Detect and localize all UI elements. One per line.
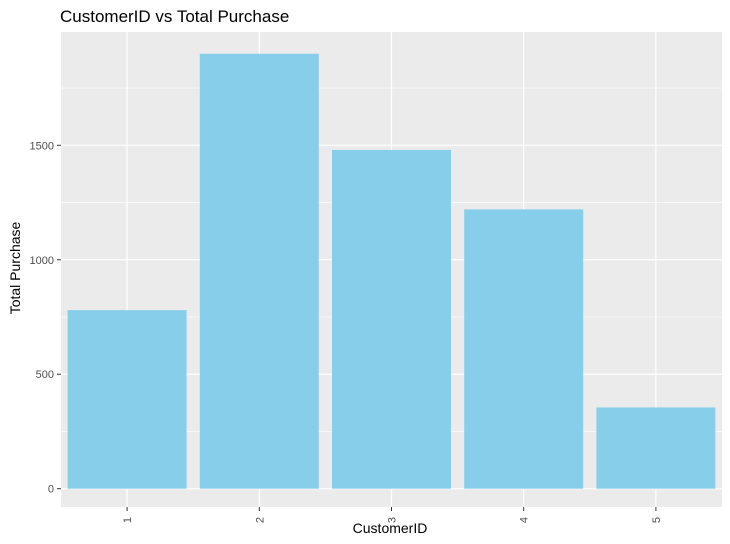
y-axis-title: Total Purchase [7,221,23,314]
y-tick-label: 1000 [30,255,54,267]
x-tick-label: 2 [254,517,266,523]
bar-2 [199,53,319,489]
y-tick-label: 500 [36,369,54,381]
bar-5 [596,407,716,489]
x-tick-label: 4 [519,517,531,523]
bar-3 [332,149,451,489]
x-axis-ticks: 1 2 3 4 5 [122,507,663,523]
bars [67,53,716,489]
bar-1 [67,310,187,489]
bar-4 [464,209,584,489]
x-tick-label: 3 [387,517,399,523]
y-axis-ticks: 0 500 1000 1500 [30,140,61,496]
y-tick-label: 1500 [30,140,54,152]
x-tick-label: 5 [651,517,663,523]
y-tick-label: 0 [48,484,54,496]
x-axis-title: CustomerID [353,520,428,536]
chart-title: CustomerID vs Total Purchase [60,7,289,26]
x-tick-label: 1 [122,517,134,523]
